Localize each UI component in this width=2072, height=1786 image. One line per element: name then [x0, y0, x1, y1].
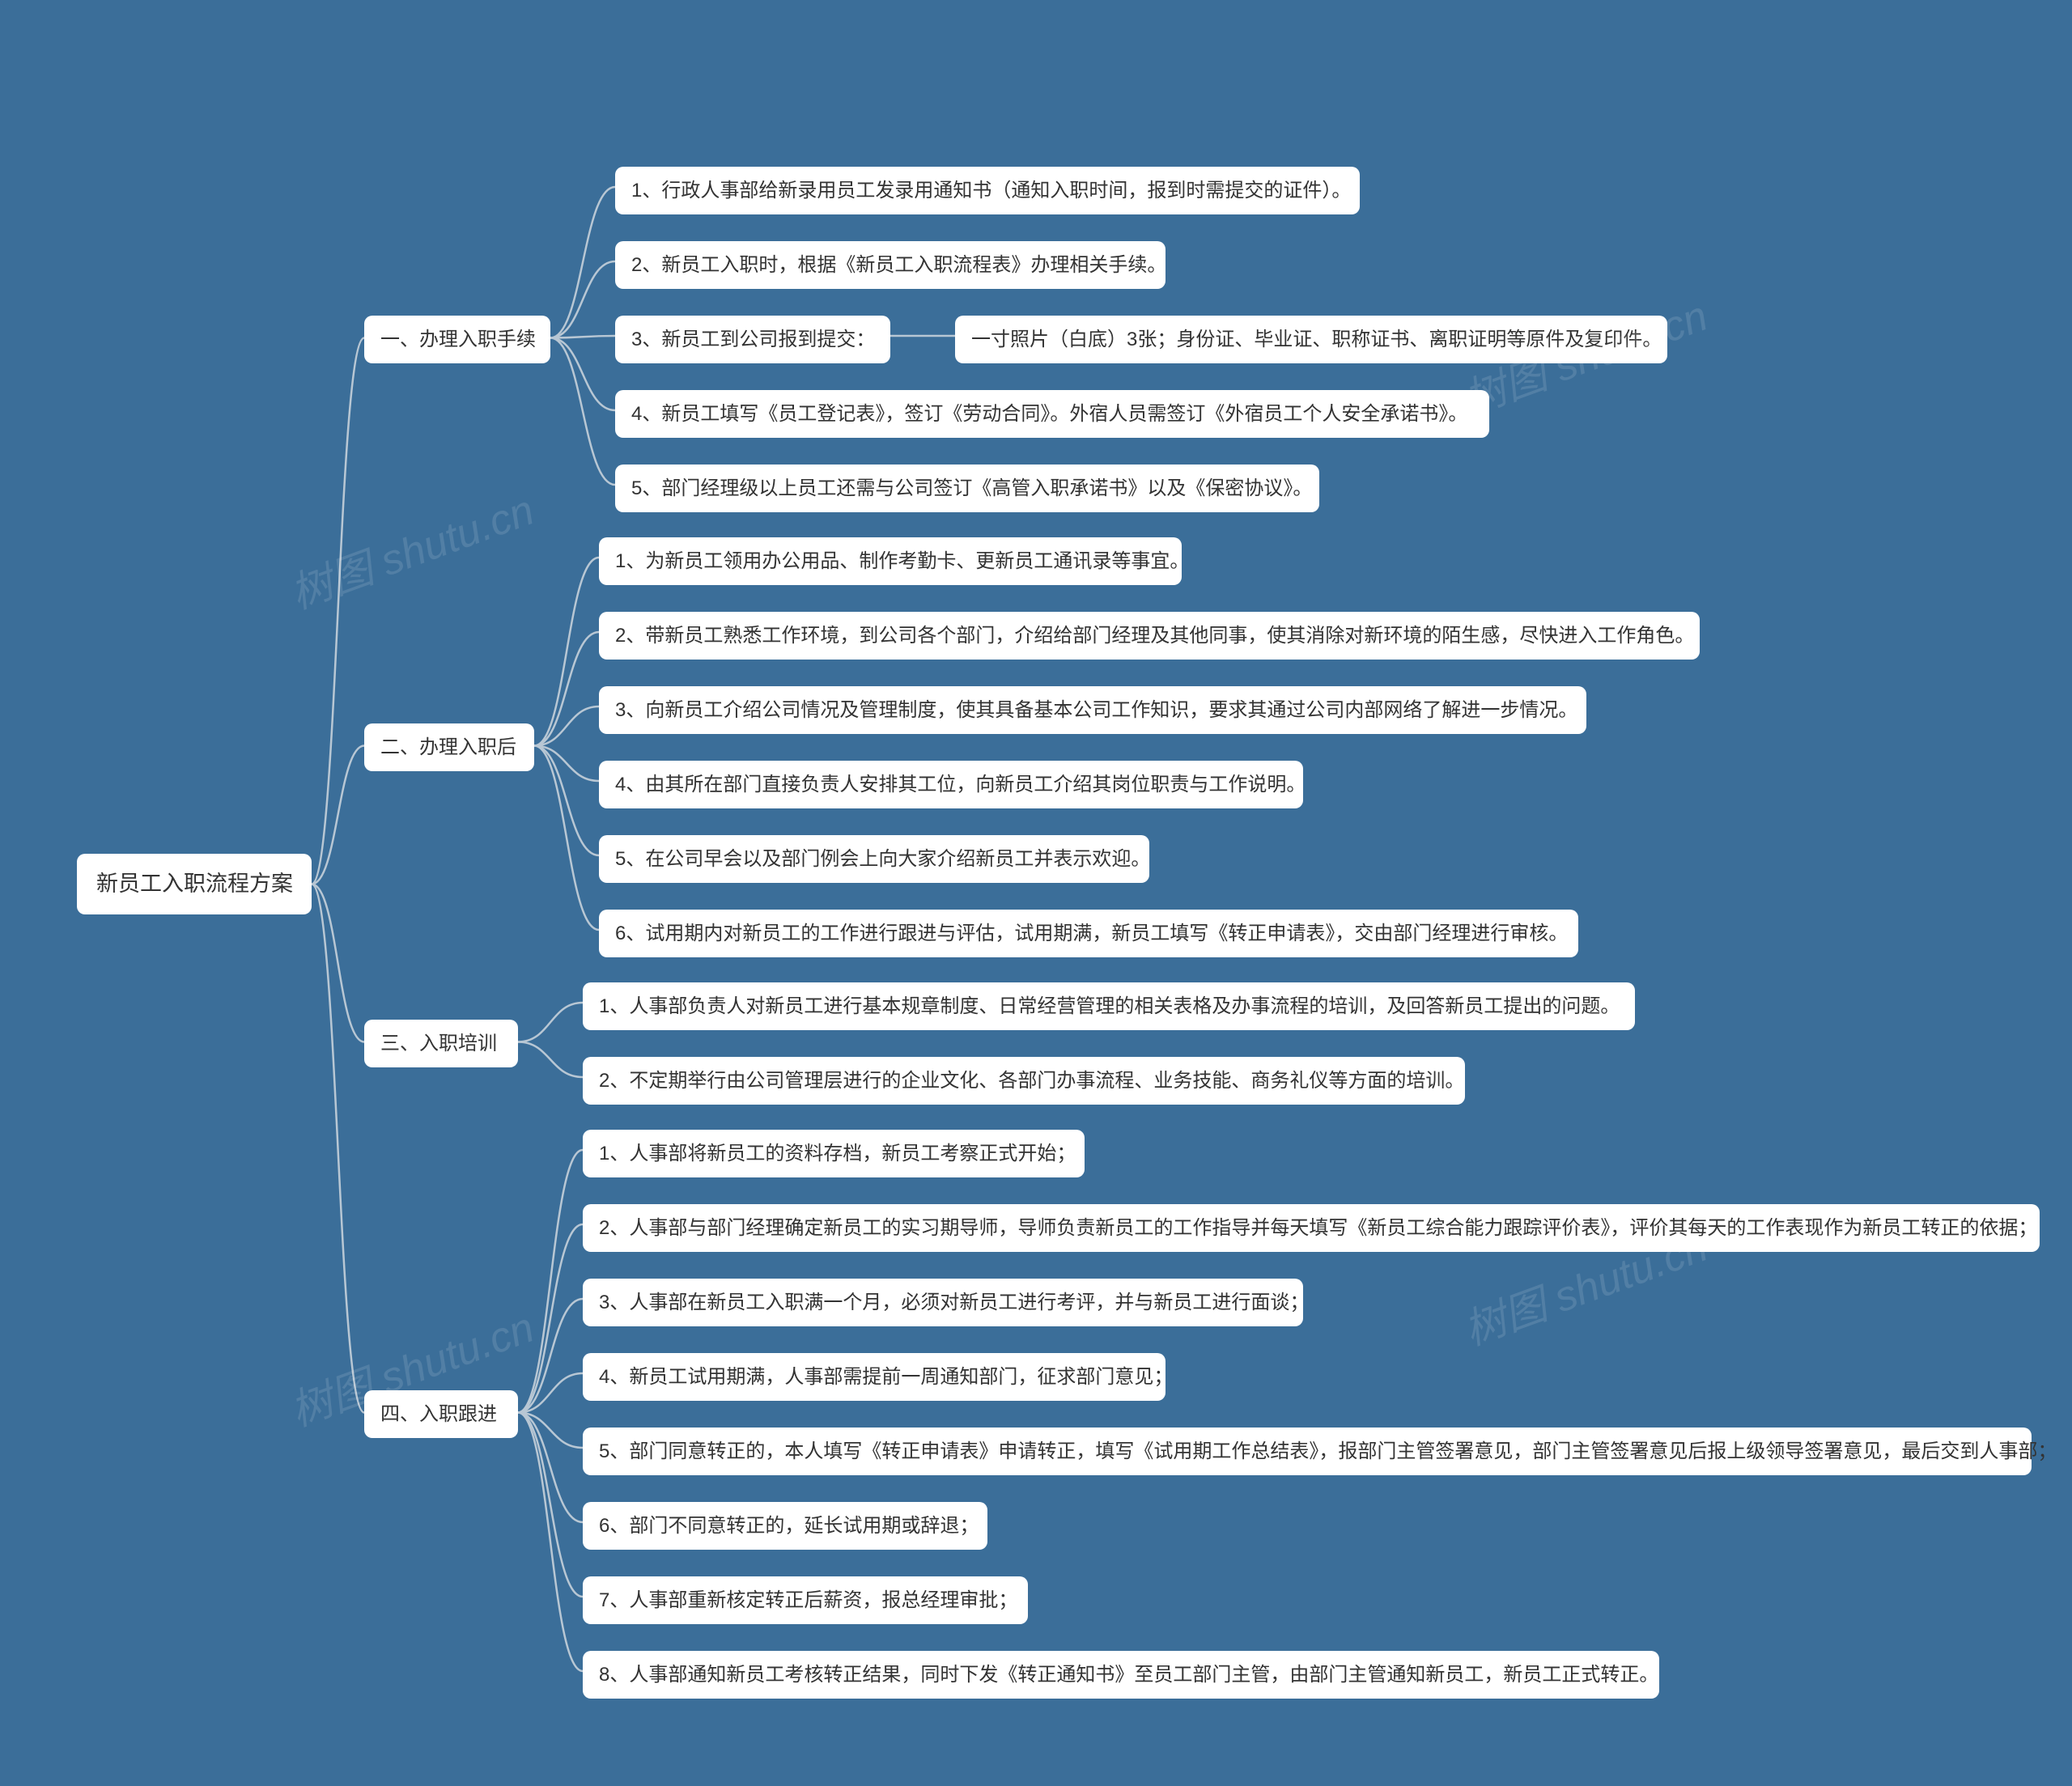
- leaf-3-2: 3、人事部在新员工入职满一个月，必须对新员工进行考评，并与新员工进行面谈；: [583, 1279, 1303, 1326]
- leaf-0-3: 4、新员工填写《员工登记表》，签订《劳动合同》。外宿人员需签订《外宿员工个人安全…: [615, 390, 1489, 438]
- watermark-0: 树图 shutu.cn: [281, 476, 541, 620]
- root-node: 新员工入职流程方案: [77, 854, 312, 914]
- leaf-2-0: 1、人事部负责人对新员工进行基本规章制度、日常经营管理的相关表格及办事流程的培训…: [583, 982, 1635, 1030]
- subleaf-0-2: 一寸照片（白底）3张；身份证、毕业证、职称证书、离职证明等原件及复印件。: [955, 316, 1667, 363]
- branch-2: 三、入职培训: [364, 1020, 518, 1067]
- leaf-3-3: 4、新员工试用期满，人事部需提前一周通知部门，征求部门意见；: [583, 1353, 1166, 1401]
- leaf-0-1: 2、新员工入职时，根据《新员工入职流程表》办理相关手续。: [615, 241, 1166, 289]
- leaf-3-4: 5、部门同意转正的，本人填写《转正申请表》申请转正，填写《试用期工作总结表》，报…: [583, 1428, 2032, 1475]
- leaf-0-4: 5、部门经理级以上员工还需与公司签订《高管入职承诺书》以及《保密协议》。: [615, 465, 1319, 512]
- leaf-1-4: 5、在公司早会以及部门例会上向大家介绍新员工并表示欢迎。: [599, 835, 1149, 883]
- leaf-3-1: 2、人事部与部门经理确定新员工的实习期导师，导师负责新员工的工作指导并每天填写《…: [583, 1204, 2040, 1252]
- leaf-2-1: 2、不定期举行由公司管理层进行的企业文化、各部门办事流程、业务技能、商务礼仪等方…: [583, 1057, 1465, 1105]
- leaf-1-1: 2、带新员工熟悉工作环境，到公司各个部门，介绍给部门经理及其他同事，使其消除对新…: [599, 612, 1700, 660]
- leaf-1-0: 1、为新员工领用办公用品、制作考勤卡、更新员工通讯录等事宜。: [599, 537, 1182, 585]
- leaf-3-6: 7、人事部重新核定转正后薪资，报总经理审批；: [583, 1576, 1028, 1624]
- leaf-1-3: 4、由其所在部门直接负责人安排其工位，向新员工介绍其岗位职责与工作说明。: [599, 761, 1303, 808]
- branch-3: 四、入职跟进: [364, 1390, 518, 1438]
- leaf-3-0: 1、人事部将新员工的资料存档，新员工考察正式开始；: [583, 1130, 1085, 1177]
- leaf-1-5: 6、试用期内对新员工的工作进行跟进与评估，试用期满，新员工填写《转正申请表》，交…: [599, 910, 1578, 957]
- leaf-0-0: 1、行政人事部给新录用员工发录用通知书（通知入职时间，报到时需提交的证件）。: [615, 167, 1360, 214]
- branch-0: 一、办理入职手续: [364, 316, 550, 363]
- leaf-3-7: 8、人事部通知新员工考核转正结果，同时下发《转正通知书》至员工部门主管，由部门主…: [583, 1651, 1659, 1699]
- leaf-0-2: 3、新员工到公司报到提交：: [615, 316, 890, 363]
- leaf-1-2: 3、向新员工介绍公司情况及管理制度，使其具备基本公司工作知识，要求其通过公司内部…: [599, 686, 1586, 734]
- leaf-3-5: 6、部门不同意转正的，延长试用期或辞退；: [583, 1502, 987, 1550]
- branch-1: 二、办理入职后: [364, 723, 534, 771]
